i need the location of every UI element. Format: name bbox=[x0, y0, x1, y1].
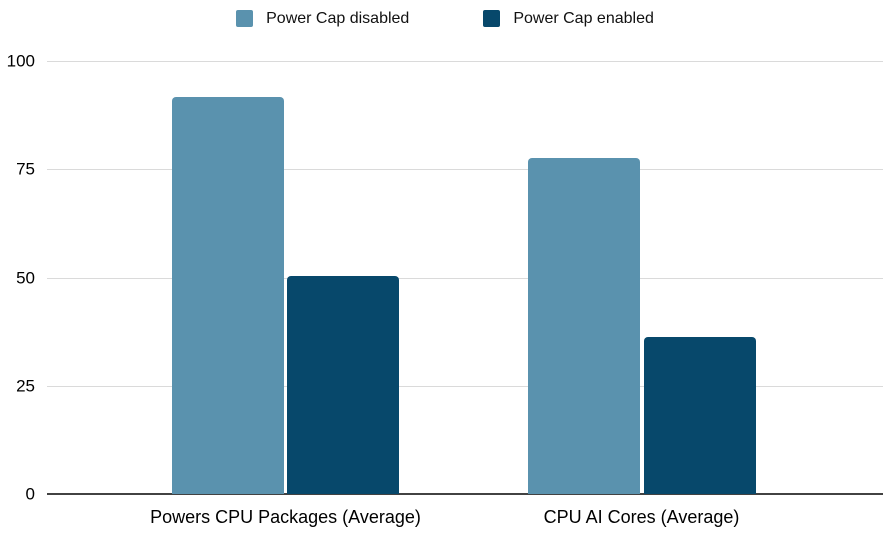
x-axis-label-cpu-ai-cores: CPU AI Cores (Average) bbox=[543, 507, 740, 527]
y-axis-tick-label-50: 50 bbox=[16, 268, 35, 287]
legend-label-power-cap-disabled: Power Cap disabled bbox=[266, 9, 410, 27]
bar-cpu-ai-cores-power-cap-enabled bbox=[644, 336, 756, 494]
y-axis-tick-label-25: 25 bbox=[16, 376, 35, 396]
legend-swatch-power-cap-enabled bbox=[483, 9, 501, 27]
chart-legend: Power Cap disabled Power Cap enabled bbox=[0, 7, 890, 29]
legend-item-power-cap-enabled: Power Cap enabled bbox=[483, 9, 654, 27]
gridline-25 bbox=[47, 385, 883, 387]
y-axis-tick-label-75: 75 bbox=[16, 159, 35, 179]
plot-area bbox=[47, 61, 883, 495]
gridline-100 bbox=[47, 61, 883, 62]
legend-item-power-cap-disabled: Power Cap disabled bbox=[236, 9, 410, 27]
legend-swatch-power-cap-disabled bbox=[236, 9, 254, 27]
legend-label-power-cap-enabled: Power Cap enabled bbox=[513, 9, 654, 27]
bar-powers-cpu-packages-power-cap-disabled bbox=[172, 96, 284, 494]
y-axis-tick-label-100: 100 bbox=[6, 51, 35, 71]
gridline-75 bbox=[47, 169, 883, 171]
x-axis-label-powers-cpu-packages: Powers CPU Packages (Average) bbox=[150, 507, 421, 527]
x-axis-line bbox=[47, 493, 883, 495]
gridline-50 bbox=[47, 277, 883, 279]
bar-powers-cpu-packages-power-cap-enabled bbox=[287, 276, 399, 494]
y-axis-tick-label-0: 0 bbox=[25, 484, 35, 504]
bar-cpu-ai-cores-power-cap-disabled bbox=[528, 157, 640, 494]
